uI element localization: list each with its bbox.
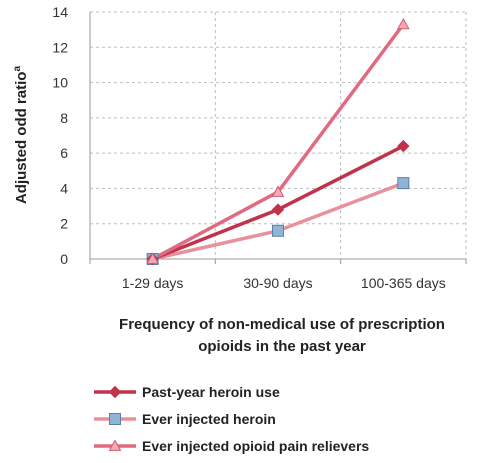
data-point (396, 17, 410, 30)
data-point (271, 185, 285, 197)
y-axis-ticks: 0 2 4 6 8 10 12 14 (52, 4, 68, 267)
y-tick-label: 10 (52, 75, 68, 91)
y-tick-label: 8 (60, 110, 68, 126)
y-tick-label: 2 (60, 216, 68, 232)
y-tick-label: 6 (60, 145, 68, 161)
legend-marker (109, 413, 121, 425)
y-axis-title-superscript: a (12, 66, 23, 72)
y-tick-label: 4 (60, 180, 68, 196)
grid-lines (89, 11, 467, 264)
legend-label: Past-year heroin use (142, 384, 280, 400)
x-axis-ticks: 1-29 days 30-90 days 100-365 days (122, 275, 446, 291)
data-point (271, 203, 285, 216)
legend-label: Ever injected heroin (142, 411, 276, 427)
legend-marker (108, 439, 122, 451)
x-tick-label: 100-365 days (361, 275, 446, 291)
series-group (146, 17, 410, 266)
data-point (397, 177, 410, 190)
data-point (397, 139, 410, 153)
y-axis-title: Adjusted odd ratioa (12, 66, 30, 205)
legend-marker (108, 385, 122, 399)
y-axis-title-text: Adjusted odd ratio (13, 72, 30, 205)
data-point (272, 224, 284, 237)
legend: Past-year heroin use Ever injected heroin… (94, 384, 369, 454)
data-point (146, 252, 160, 264)
x-tick-label: 1-29 days (122, 275, 183, 291)
y-tick-label: 0 (60, 251, 68, 267)
y-tick-label: 14 (52, 4, 68, 20)
series-line (150, 144, 406, 261)
legend-label: Ever injected opioid pain relievers (142, 438, 369, 454)
x-tick-label: 30-90 days (243, 275, 312, 291)
x-axis-title-line-2: opioids in the past year (198, 338, 366, 355)
x-axis-title-line-1: Frequency of non-medical use of prescrip… (119, 316, 445, 333)
y-tick-label: 12 (52, 39, 68, 55)
